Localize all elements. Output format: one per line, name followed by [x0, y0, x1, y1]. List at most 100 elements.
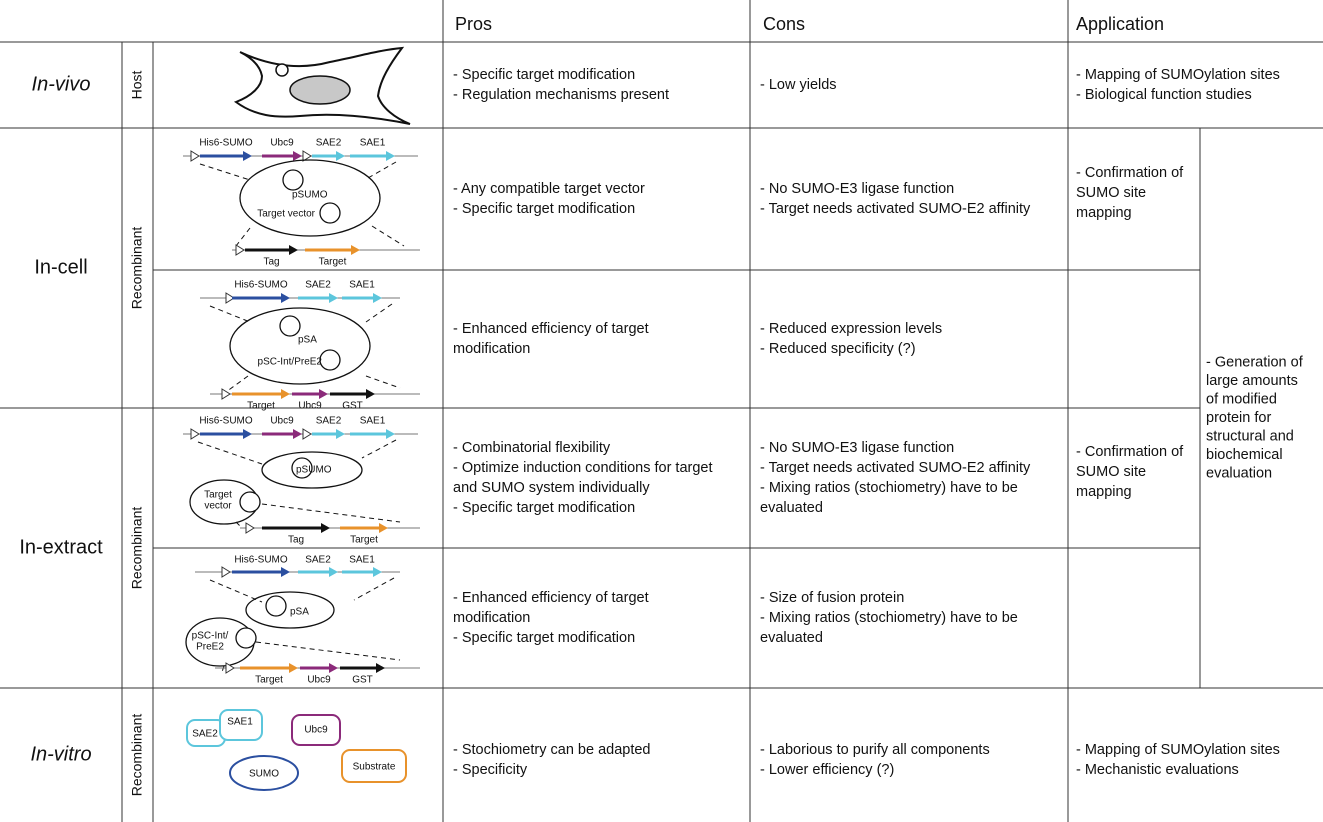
shared-application-text: structural and — [1206, 428, 1294, 444]
arrow-head — [289, 663, 298, 673]
gene-label: His6-SUMO — [199, 416, 253, 427]
pros-text: - Regulation mechanisms present — [453, 87, 669, 103]
column-header: Cons — [763, 14, 805, 34]
gene-label: Ubc9 — [270, 138, 294, 149]
pros-text: - Stochiometry can be adapted — [453, 742, 650, 758]
plasmid-label: pSC-Int/PreE2 — [258, 357, 323, 368]
cons-text: - Reduced expression levels — [760, 321, 942, 337]
table-content: Pros Cons Application In-vivo Host In-cell Rec… — [19, 14, 1303, 797]
shared-application-text: protein for — [1206, 410, 1271, 426]
diagram: His6-SUMO SAE2 SAE1 pSA pSC-Int/PreE2 Target U… — [185, 555, 420, 686]
gene-label: Target — [350, 535, 378, 546]
system-label: Recombinant — [129, 227, 145, 310]
plasmid-label: pSC-Int/ — [192, 631, 229, 642]
gene-label: SAE2 — [305, 280, 331, 291]
gene-label: Target — [319, 257, 347, 268]
component-label: SAE2 — [192, 729, 218, 740]
component — [291, 714, 341, 746]
promoter — [225, 292, 235, 304]
plasmid-label: pSA — [298, 335, 317, 346]
dashed-line — [353, 577, 395, 601]
gene-label: Target — [247, 401, 275, 412]
pros-text: - Specific target modification — [453, 500, 635, 516]
arrow-head — [386, 429, 395, 439]
column-header: Pros — [455, 14, 492, 34]
plasmid-label: PreE2 — [196, 642, 224, 653]
gene-label: SAE2 — [316, 138, 342, 149]
host-cell-drawing — [233, 46, 411, 125]
system-label: Recombinant — [129, 714, 145, 797]
arrow-head — [281, 293, 290, 303]
method-label: In-cell — [34, 256, 87, 278]
gene-label: Tag — [288, 535, 304, 546]
gene-label: Ubc9 — [298, 401, 322, 412]
arrow-head — [293, 151, 302, 161]
gene-label: Ubc9 — [307, 675, 331, 686]
component — [341, 749, 407, 783]
diagram: His6-SUMO Ubc9 SAE2 SAE1pSUMOTargetvectorTa… — [183, 416, 420, 546]
plasmid-label: Target — [204, 490, 232, 501]
gene-label: His6-SUMO — [199, 138, 253, 149]
gene-label: SAE2 — [305, 555, 331, 566]
pros-text: - Specific target modification — [453, 67, 635, 83]
pros-text: - Specific target modification — [453, 630, 635, 646]
cons-text: - Mixing ratios (stochiometry) have to b… — [760, 610, 1018, 626]
dashed-line — [365, 303, 393, 323]
promoter — [190, 428, 200, 440]
gene-label: GST — [352, 675, 373, 686]
plasmid — [239, 491, 261, 513]
cons-text: - Low yields — [760, 77, 837, 93]
dashed-line — [197, 441, 263, 465]
pros-text: - Enhanced efficiency of target — [453, 590, 649, 606]
dashed-line — [235, 227, 251, 247]
arrow-head — [329, 293, 338, 303]
promoter — [221, 388, 231, 400]
promoter — [302, 150, 312, 162]
promoter — [190, 150, 200, 162]
dashed-line — [365, 375, 401, 389]
arrow-head — [373, 567, 382, 577]
system-label: Recombinant — [129, 507, 145, 590]
application-text: - Confirmation of — [1076, 165, 1184, 181]
dashed-line — [371, 225, 405, 247]
arrow-head — [336, 151, 345, 161]
gene-label: SAE1 — [349, 555, 375, 566]
dashed-line — [367, 161, 397, 179]
arrow-head — [243, 151, 252, 161]
promoter — [245, 522, 255, 534]
plasmid-outline — [245, 591, 335, 629]
cons-text: evaluated — [760, 500, 823, 516]
plasmid-label: Target vector — [257, 209, 315, 220]
plasmid-outline — [229, 307, 371, 385]
system-label: Host — [129, 71, 145, 100]
cons-text: - Reduced specificity (?) — [760, 341, 916, 357]
plasmid-label: pSA — [290, 607, 309, 618]
dashed-line — [255, 641, 401, 661]
dashed-line — [235, 521, 241, 527]
pros-text: - Any compatible target vector — [453, 181, 645, 197]
pros-text: - Specific target modification — [453, 201, 635, 217]
plasmid — [291, 457, 313, 479]
pros-text: modification — [453, 341, 530, 357]
diagram: His6-SUMO Ubc9 SAE2 SAE1 pSUMO Target vector T… — [183, 138, 420, 268]
gene-label: His6-SUMO — [234, 280, 288, 291]
application-text: SUMO site — [1076, 185, 1146, 201]
arrow-head — [379, 523, 388, 533]
application-text: - Biological function studies — [1076, 87, 1252, 103]
arrow-head — [243, 429, 252, 439]
pros-text: - Combinatorial flexibility — [453, 440, 611, 456]
shared-application-text: biochemical — [1206, 447, 1283, 463]
arrow-head — [329, 663, 338, 673]
plasmid — [265, 595, 287, 617]
promoter — [221, 566, 231, 578]
arrow-head — [376, 663, 385, 673]
gene-label: SAE2 — [316, 416, 342, 427]
cons-text: - No SUMO-E3 ligase function — [760, 181, 954, 197]
application-text: - Confirmation of — [1076, 444, 1184, 460]
gene-label: SAE1 — [360, 416, 386, 427]
gene-label: His6-SUMO — [234, 555, 288, 566]
arrow-head — [329, 567, 338, 577]
gene-label: SAE1 — [349, 280, 375, 291]
arrow-head — [366, 389, 375, 399]
plasmid — [319, 349, 341, 371]
